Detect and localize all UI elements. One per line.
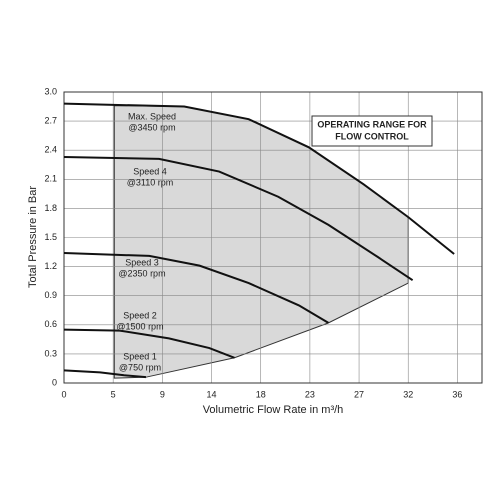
y-tick-label: 1.8 (44, 203, 57, 213)
y-tick-label: 2.7 (44, 115, 57, 125)
x-tick-label: 0 (61, 389, 66, 399)
annotation-box (311, 115, 433, 147)
x-tick-label: 36 (452, 389, 462, 399)
y-tick-label: 1.5 (44, 232, 57, 242)
annotation-text: FLOW CONTROL (335, 131, 409, 141)
pump-curve (63, 328, 235, 359)
curve-label: Speed 1 (123, 351, 157, 361)
curve-label: Speed 2 (123, 310, 157, 320)
x-tick-label: 32 (403, 389, 413, 399)
x-axis-label: Volumetric Flow Rate in m³/h (203, 404, 344, 416)
x-tick-label: 18 (256, 389, 266, 399)
curve-label: Max. Speed (128, 111, 176, 121)
curve-label: @3110 rpm (127, 177, 174, 187)
y-axis-label: Total Pressure in Bar (27, 186, 39, 288)
x-tick-label: 23 (305, 389, 315, 399)
curve-label: @3450 rpm (128, 122, 175, 132)
x-tick-label: 5 (111, 389, 116, 399)
x-tick-label: 27 (354, 389, 364, 399)
annotation: OPERATING RANGE FOR FLOW CONTROL (311, 115, 433, 147)
pump-curve (63, 155, 414, 282)
x-tick-label: 9 (160, 389, 165, 399)
y-tick-label: 0.9 (44, 290, 57, 300)
y-tick-label: 2.4 (44, 145, 57, 155)
y-tick-label: 0 (52, 377, 57, 387)
y-tick-label: 1.2 (44, 261, 57, 271)
pump-curve (63, 369, 147, 379)
curve-label: Speed 3 (125, 257, 159, 267)
y-tick-label: 0.3 (44, 348, 57, 358)
y-tick-label: 3.0 (44, 86, 57, 96)
y-tick-label: 2.1 (44, 174, 57, 184)
x-tick-label: 14 (207, 389, 217, 399)
curve-label: Speed 4 (133, 166, 167, 176)
annotation-text: OPERATING RANGE FOR (317, 119, 427, 129)
curve-label: @1500 rpm (116, 321, 163, 331)
curve-label: @750 rpm (119, 362, 161, 372)
y-tick-label: 0.6 (44, 319, 57, 329)
pump-curve (63, 102, 455, 255)
pump-curve (63, 252, 329, 324)
plot-frame (63, 91, 483, 384)
curve-label: @2350 rpm (118, 268, 165, 278)
